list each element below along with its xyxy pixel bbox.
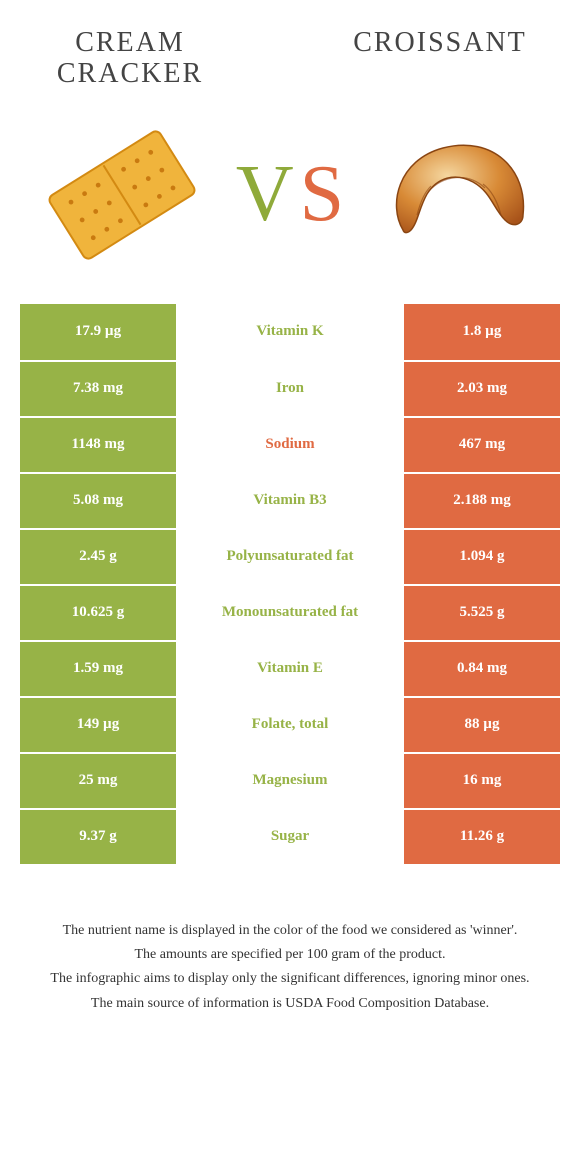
value-left: 10.625 g [20, 584, 176, 640]
value-left: 5.08 mg [20, 472, 176, 528]
nutrient-name: Monounsaturated fat [176, 584, 404, 640]
nutrient-row: 10.625 gMonounsaturated fat5.525 g [20, 584, 560, 640]
value-right: 0.84 mg [404, 640, 560, 696]
nutrient-table: 17.9 µgVitamin K1.8 µg7.38 mgIron2.03 mg… [20, 304, 560, 864]
nutrient-row: 1148 mgSodium467 mg [20, 416, 560, 472]
nutrient-name: Iron [176, 360, 404, 416]
nutrient-row: 25 mgMagnesium16 mg [20, 752, 560, 808]
footer-line-4: The main source of information is USDA F… [20, 993, 560, 1015]
nutrient-row: 9.37 gSugar11.26 g [20, 808, 560, 864]
value-right: 2.03 mg [404, 360, 560, 416]
value-right: 88 µg [404, 696, 560, 752]
footer-line-2: The amounts are specified per 100 gram o… [20, 944, 560, 966]
nutrient-name: Magnesium [176, 752, 404, 808]
value-left: 7.38 mg [20, 360, 176, 416]
value-left: 1.59 mg [20, 640, 176, 696]
value-right: 1.094 g [404, 528, 560, 584]
food-title-right: CROISSANT [330, 28, 550, 90]
vs-label: VS [236, 149, 344, 240]
cream-cracker-icon [32, 110, 212, 280]
value-right: 11.26 g [404, 808, 560, 864]
value-left: 149 µg [20, 696, 176, 752]
value-right: 1.8 µg [404, 304, 560, 360]
nutrient-row: 17.9 µgVitamin K1.8 µg [20, 304, 560, 360]
nutrient-name: Folate, total [176, 696, 404, 752]
nutrient-row: 2.45 gPolyunsaturated fat1.094 g [20, 528, 560, 584]
nutrient-name: Sugar [176, 808, 404, 864]
value-right: 5.525 g [404, 584, 560, 640]
value-left: 17.9 µg [20, 304, 176, 360]
nutrient-row: 5.08 mgVitamin B32.188 mg [20, 472, 560, 528]
value-right: 467 mg [404, 416, 560, 472]
nutrient-row: 149 µgFolate, total88 µg [20, 696, 560, 752]
footer-line-3: The infographic aims to display only the… [20, 968, 560, 990]
value-left: 2.45 g [20, 528, 176, 584]
footer-notes: The nutrient name is displayed in the co… [20, 920, 560, 1016]
nutrient-name: Vitamin K [176, 304, 404, 360]
vs-s: S [300, 149, 345, 240]
croissant-icon [368, 110, 548, 280]
hero-row: VS [0, 90, 580, 304]
nutrient-row: 1.59 mgVitamin E0.84 mg [20, 640, 560, 696]
titles-row: CREAM CRACKER CROISSANT [0, 0, 580, 90]
value-left: 1148 mg [20, 416, 176, 472]
value-left: 25 mg [20, 752, 176, 808]
nutrient-name: Vitamin B3 [176, 472, 404, 528]
food-title-left: CREAM CRACKER [30, 28, 230, 90]
nutrient-row: 7.38 mgIron2.03 mg [20, 360, 560, 416]
infographic-root: CREAM CRACKER CROISSANT [0, 0, 580, 1015]
footer-line-1: The nutrient name is displayed in the co… [20, 920, 560, 942]
nutrient-name: Polyunsaturated fat [176, 528, 404, 584]
value-right: 2.188 mg [404, 472, 560, 528]
value-left: 9.37 g [20, 808, 176, 864]
nutrient-name: Vitamin E [176, 640, 404, 696]
value-right: 16 mg [404, 752, 560, 808]
nutrient-name: Sodium [176, 416, 404, 472]
vs-v: V [236, 149, 294, 240]
